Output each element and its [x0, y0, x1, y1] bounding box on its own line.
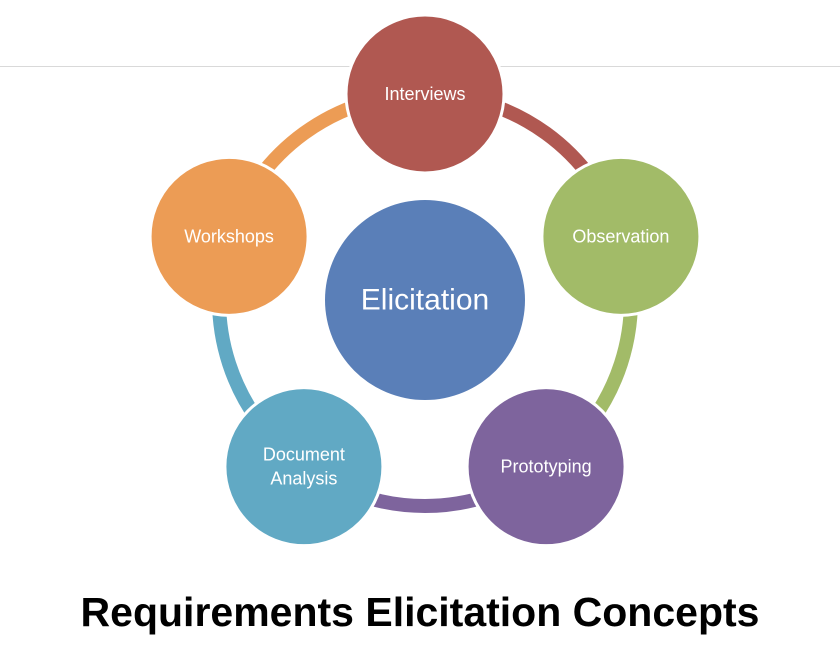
node-label-observation: Observation — [572, 226, 669, 246]
cycle-nodes: Interviews Observation Prototyping Document… — [148, 13, 702, 548]
node-observation: Observation — [540, 155, 702, 317]
node-circle-workshops — [148, 155, 310, 317]
center-label: Elicitation — [361, 284, 489, 317]
node-workshops: Workshops — [148, 155, 310, 317]
node-circle-prototyping — [465, 386, 627, 548]
node-document-analysis: Document Analysis — [223, 386, 385, 548]
connector-interviews — [486, 97, 598, 183]
node-circle-document-analysis — [223, 386, 385, 548]
node-label-interviews: Interviews — [384, 84, 465, 104]
center-hub: Elicitation — [325, 200, 525, 400]
page-title: Requirements Elicitation Concepts — [80, 589, 760, 635]
center-circle — [325, 200, 525, 400]
node-prototyping: Prototyping — [465, 386, 627, 548]
connector-document-analysis — [212, 300, 264, 426]
cycle-diagram: Interviews Observation Prototyping Document… — [148, 13, 702, 548]
node-label-document-analysis: Analysis — [270, 469, 337, 489]
node-circle-interviews — [344, 13, 506, 175]
connector-observation — [586, 300, 638, 426]
node-label-prototyping: Prototyping — [501, 457, 592, 477]
node-label-document-analysis: Document — [263, 445, 345, 465]
node-circle-observation — [540, 155, 702, 317]
connector-prototyping — [359, 489, 491, 513]
node-interviews: Interviews — [344, 13, 506, 175]
node-label-workshops: Workshops — [184, 226, 274, 246]
connector-workshops — [252, 97, 364, 183]
